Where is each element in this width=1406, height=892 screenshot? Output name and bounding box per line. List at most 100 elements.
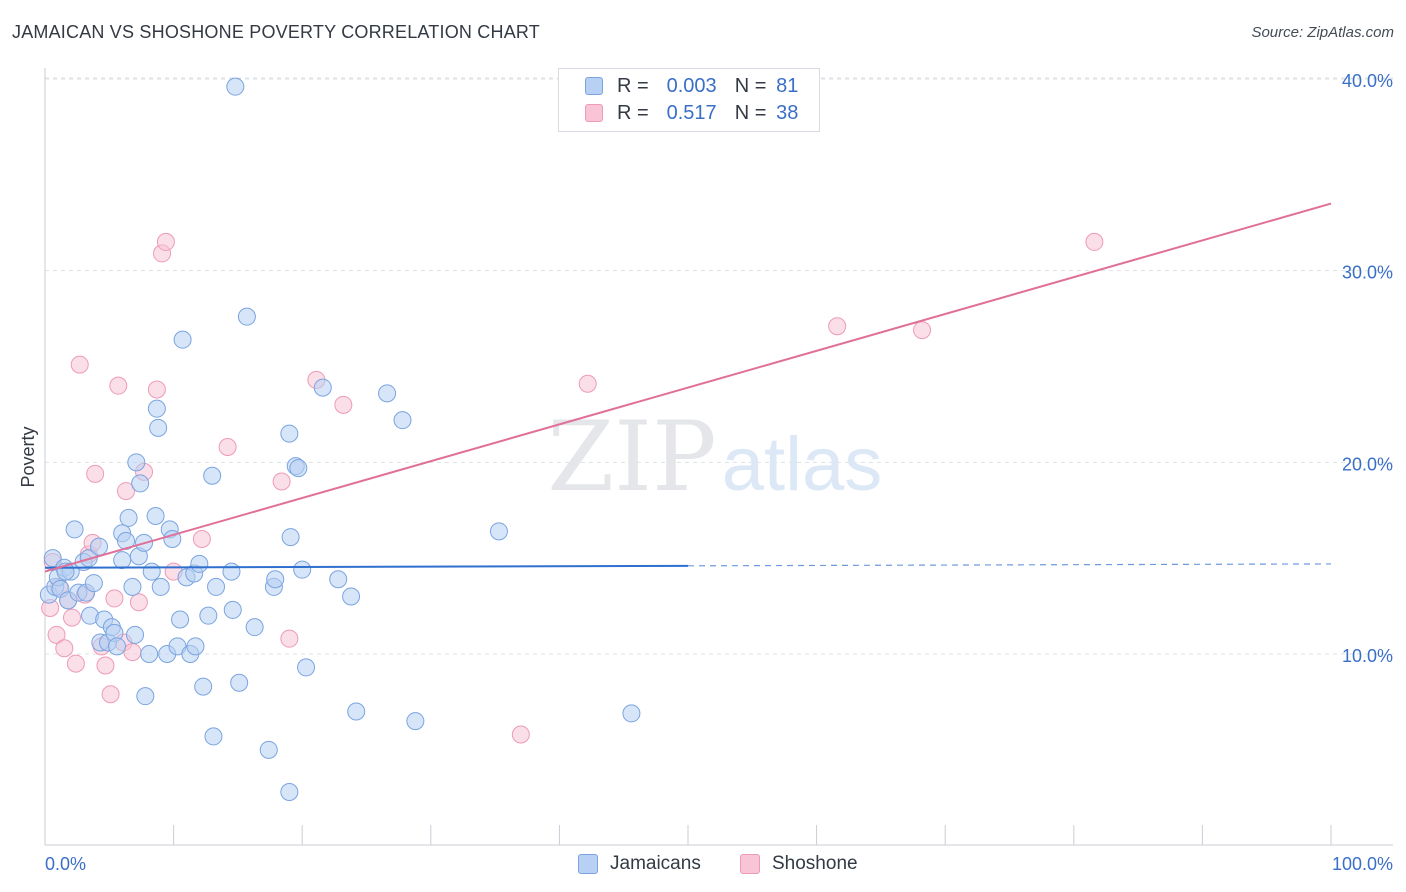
shoshone-point bbox=[63, 608, 82, 627]
jamaican-point bbox=[347, 702, 366, 721]
legend-row-jamaicans: R = 0.003 N = 81 bbox=[585, 73, 798, 99]
shoshone-point bbox=[272, 472, 291, 491]
x-tick-label: 0.0% bbox=[45, 854, 86, 874]
svg-text:ZIP: ZIP bbox=[547, 401, 716, 513]
jamaican-point bbox=[245, 618, 264, 637]
jamaican-point bbox=[226, 77, 245, 96]
bottom-legend-label-jamaicans: Jamaicans bbox=[610, 853, 701, 874]
jamaican-point bbox=[108, 637, 127, 656]
jamaican-point bbox=[186, 637, 205, 656]
legend-swatch-shoshone bbox=[585, 104, 603, 122]
shoshone-point bbox=[192, 530, 211, 548]
jamaican-point bbox=[127, 453, 146, 472]
bottom-legend-swatch-shoshone bbox=[740, 854, 760, 874]
y-tick-label: 10.0% bbox=[1342, 646, 1393, 666]
jamaican-point bbox=[203, 466, 222, 485]
watermark: ZIP atlas bbox=[547, 401, 882, 513]
y-tick-label: 40.0% bbox=[1342, 71, 1393, 91]
jamaican-point bbox=[342, 587, 361, 606]
trend-lines bbox=[44, 202, 1332, 573]
jamaican-point bbox=[329, 570, 348, 589]
jamaican-point bbox=[119, 508, 138, 527]
legend-n-label: N = bbox=[734, 74, 767, 97]
jamaican-point bbox=[190, 554, 209, 573]
chart-source: Source: ZipAtlas.com bbox=[1251, 24, 1394, 41]
shoshone-trend-line bbox=[44, 202, 1332, 573]
jamaican-point bbox=[222, 562, 241, 581]
legend-n-label: N = bbox=[734, 101, 767, 124]
jamaican-point bbox=[297, 658, 316, 677]
jamaican-point bbox=[259, 740, 278, 759]
legend-swatch-jamaicans bbox=[585, 77, 603, 95]
legend-n-value: 38 bbox=[776, 101, 799, 124]
shoshone-point bbox=[105, 589, 124, 608]
jamaican-point bbox=[149, 418, 168, 437]
jamaican-point bbox=[113, 551, 132, 570]
shoshone-point bbox=[156, 232, 175, 251]
shoshone-point bbox=[123, 643, 142, 662]
shoshone-point bbox=[86, 464, 105, 483]
shoshone-point bbox=[117, 482, 136, 501]
shoshone-point bbox=[511, 725, 530, 744]
jamaican-point bbox=[289, 459, 308, 478]
jamaican-point bbox=[147, 399, 166, 418]
jamaican-point bbox=[207, 577, 226, 596]
shoshone-point bbox=[218, 438, 237, 456]
jamaicans-trend-extension bbox=[687, 563, 1332, 567]
legend-r-label: R = bbox=[617, 74, 649, 97]
jamaican-point bbox=[140, 645, 159, 663]
jamaican-point bbox=[146, 507, 165, 525]
jamaican-point bbox=[204, 727, 223, 746]
jamaican-point bbox=[489, 522, 508, 541]
jamaican-point bbox=[151, 577, 170, 596]
bottom-legend-jamaicans[interactable]: Jamaicans bbox=[578, 852, 701, 876]
y-tick-label: 30.0% bbox=[1342, 263, 1393, 283]
chart-title: JAMAICAN VS SHOSHONE POVERTY CORRELATION… bbox=[12, 22, 540, 42]
jamaican-point bbox=[84, 574, 103, 593]
series-jamaicans-points bbox=[39, 77, 641, 801]
jamaican-point bbox=[293, 560, 312, 579]
jamaican-point bbox=[230, 673, 249, 692]
shoshone-point bbox=[1085, 232, 1104, 251]
axis-labels: 10.0% 20.0% 30.0% 40.0% 0.0% 100.0% Poverty bbox=[18, 71, 1393, 874]
shoshone-point bbox=[147, 380, 166, 399]
jamaican-point bbox=[280, 783, 299, 801]
shoshone-point bbox=[47, 625, 66, 644]
shoshone-point bbox=[66, 654, 85, 673]
jamaican-point bbox=[237, 307, 256, 326]
jamaican-point bbox=[393, 411, 412, 430]
jamaican-point bbox=[142, 562, 161, 581]
shoshone-point bbox=[101, 685, 120, 704]
shoshone-point bbox=[55, 639, 74, 658]
bottom-legend-swatch-jamaicans bbox=[578, 854, 598, 874]
jamaican-point bbox=[123, 577, 142, 596]
jamaican-point bbox=[281, 528, 300, 547]
axis-layer bbox=[44, 68, 1393, 846]
jamaican-point bbox=[136, 687, 155, 706]
legend-n-value: 81 bbox=[776, 74, 799, 97]
jamaican-point bbox=[173, 330, 192, 349]
legend-r-value: 0.003 bbox=[666, 74, 717, 97]
shoshone-point bbox=[334, 395, 353, 414]
jamaicans-trend-line bbox=[44, 564, 689, 569]
jamaican-point bbox=[622, 704, 641, 723]
bottom-legend-label-shoshone: Shoshone bbox=[772, 853, 858, 874]
jamaican-point bbox=[199, 606, 218, 625]
jamaican-point bbox=[126, 625, 145, 644]
legend-row-shoshone: R = 0.517 N = 38 bbox=[585, 100, 798, 126]
shoshone-point bbox=[828, 317, 847, 336]
jamaican-point bbox=[378, 384, 397, 403]
y-tick-label: 20.0% bbox=[1342, 454, 1393, 474]
shoshone-point bbox=[109, 376, 128, 395]
legend-r-label: R = bbox=[617, 101, 649, 124]
bottom-legend-shoshone[interactable]: Shoshone bbox=[740, 852, 858, 876]
jamaican-point bbox=[266, 570, 285, 589]
jamaican-point bbox=[65, 520, 84, 539]
jamaican-point bbox=[131, 474, 150, 493]
shoshone-point bbox=[913, 321, 932, 340]
shoshone-point bbox=[129, 593, 148, 612]
y-axis-title: Poverty bbox=[18, 426, 38, 487]
shoshone-point bbox=[70, 355, 89, 374]
shoshone-point bbox=[280, 629, 299, 648]
